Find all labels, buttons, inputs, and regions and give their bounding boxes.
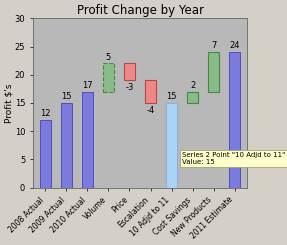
Text: -4: -4 <box>146 106 155 115</box>
Text: 5: 5 <box>106 53 111 62</box>
Bar <box>145 80 156 103</box>
Text: 15: 15 <box>166 92 177 101</box>
Text: Series 2 Point "10 Adjd to 11"
Value: 15: Series 2 Point "10 Adjd to 11" Value: 15 <box>182 152 285 165</box>
Bar <box>187 92 198 103</box>
Text: 24: 24 <box>229 41 240 50</box>
Bar <box>61 103 72 188</box>
Y-axis label: Profit $'s: Profit $'s <box>4 83 13 123</box>
Text: 7: 7 <box>211 41 216 50</box>
Text: 2: 2 <box>190 81 195 90</box>
Bar <box>82 92 93 188</box>
Text: 17: 17 <box>82 81 93 90</box>
Title: Profit Change by Year: Profit Change by Year <box>77 4 203 17</box>
Bar <box>124 63 135 80</box>
Bar <box>208 52 219 92</box>
Bar <box>103 63 114 92</box>
Text: -3: -3 <box>125 83 134 92</box>
Bar <box>40 120 51 188</box>
Text: 12: 12 <box>40 109 51 118</box>
Text: 15: 15 <box>61 92 72 101</box>
Bar <box>229 52 240 188</box>
Bar <box>166 103 177 188</box>
